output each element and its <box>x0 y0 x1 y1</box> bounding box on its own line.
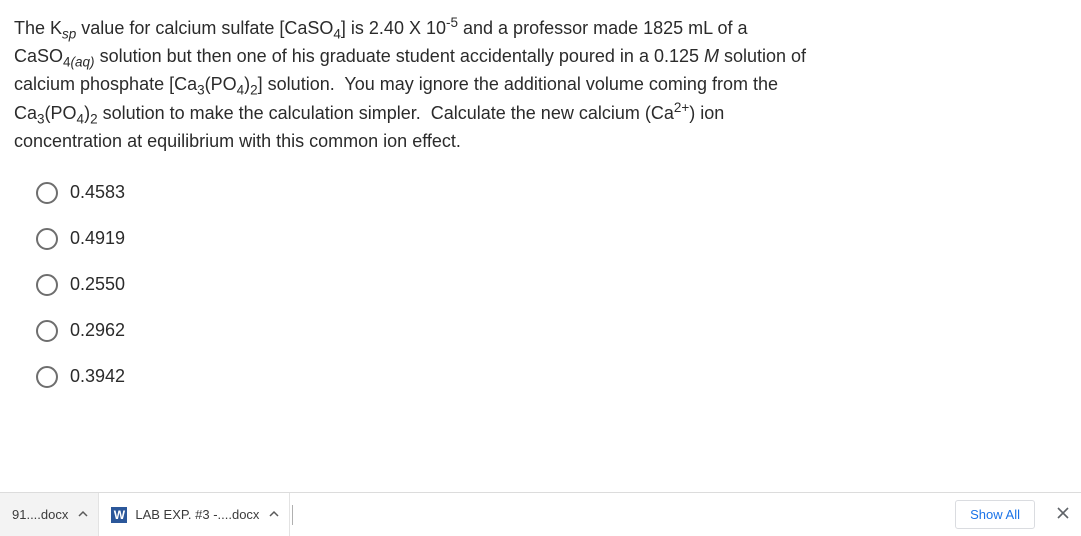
question-area: The Ksp value for calcium sulfate [CaSO4… <box>0 0 1081 388</box>
radio-icon <box>36 228 58 250</box>
option-label: 0.2962 <box>70 320 125 341</box>
divider <box>292 505 293 525</box>
close-icon[interactable] <box>1045 506 1081 524</box>
option-4[interactable]: 0.2962 <box>36 320 1067 342</box>
radio-icon <box>36 320 58 342</box>
download-item-2[interactable]: W LAB EXP. #3 -....docx <box>99 493 290 536</box>
option-5[interactable]: 0.3942 <box>36 366 1067 388</box>
radio-icon <box>36 182 58 204</box>
show-all-button[interactable]: Show All <box>955 500 1035 529</box>
option-1[interactable]: 0.4583 <box>36 182 1067 204</box>
radio-icon <box>36 366 58 388</box>
word-file-icon: W <box>111 507 127 523</box>
option-3[interactable]: 0.2550 <box>36 274 1067 296</box>
download-filename: 91....docx <box>12 507 68 522</box>
chevron-up-icon <box>269 507 279 522</box>
option-label: 0.4919 <box>70 228 125 249</box>
download-filename: LAB EXP. #3 -....docx <box>135 507 259 522</box>
download-item-1[interactable]: 91....docx <box>0 493 99 536</box>
option-label: 0.3942 <box>70 366 125 387</box>
radio-icon <box>36 274 58 296</box>
downloads-bar: 91....docx W LAB EXP. #3 -....docx Show … <box>0 492 1081 536</box>
question-prompt: The Ksp value for calcium sulfate [CaSO4… <box>14 14 824 154</box>
option-label: 0.4583 <box>70 182 125 203</box>
option-label: 0.2550 <box>70 274 125 295</box>
options-group: 0.4583 0.4919 0.2550 0.2962 0.3942 <box>14 182 1067 388</box>
chevron-up-icon <box>78 507 88 522</box>
option-2[interactable]: 0.4919 <box>36 228 1067 250</box>
